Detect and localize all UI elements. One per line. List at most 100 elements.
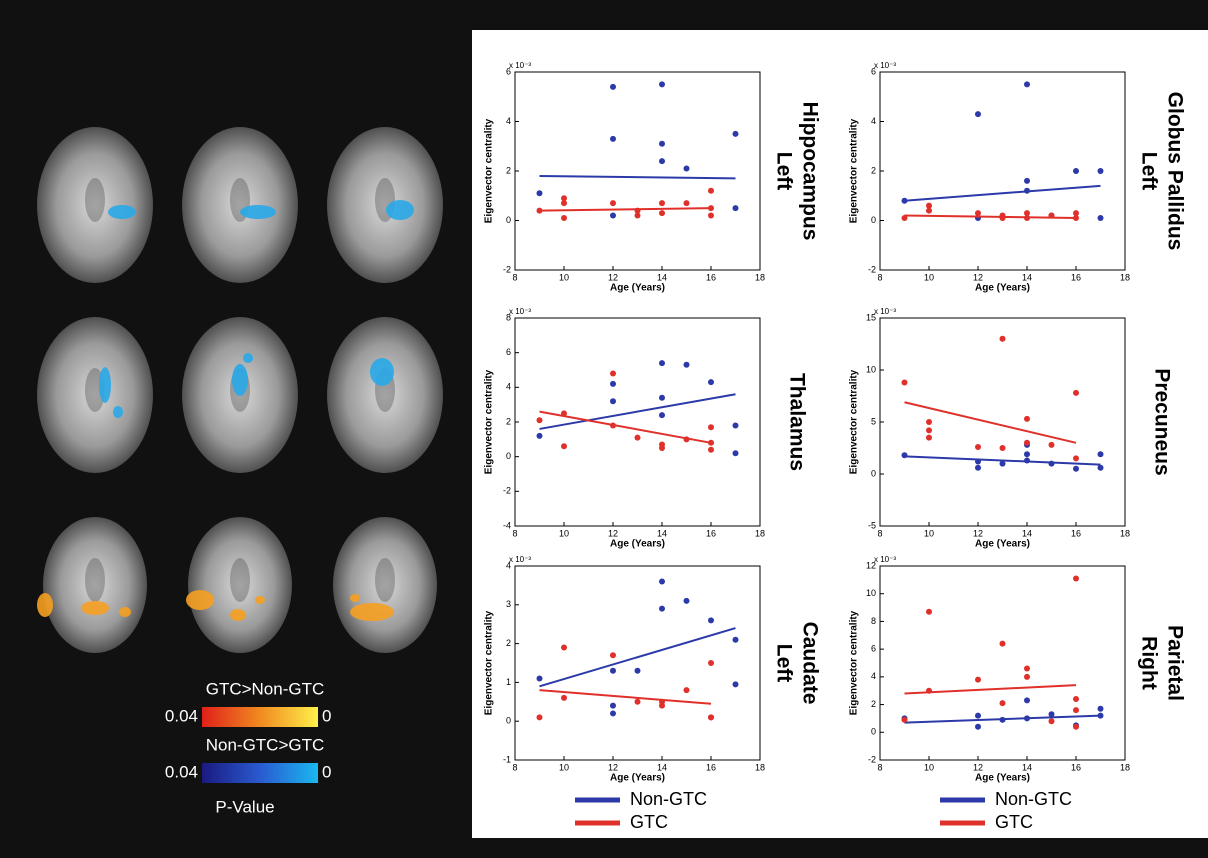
y-tick-label: 1 bbox=[506, 677, 511, 687]
activation-blob bbox=[232, 364, 248, 396]
y-tick-label: 0 bbox=[871, 215, 876, 225]
data-point bbox=[708, 660, 714, 666]
x-tick-label: 14 bbox=[657, 528, 667, 538]
data-point bbox=[1073, 210, 1079, 217]
x-axis-label: Age (Years) bbox=[610, 773, 665, 784]
data-point bbox=[999, 640, 1006, 647]
data-point bbox=[975, 443, 981, 450]
x-tick-label: 12 bbox=[608, 528, 618, 538]
brain-slice bbox=[37, 127, 153, 283]
activation-blob bbox=[240, 205, 276, 219]
data-point bbox=[732, 205, 739, 212]
fit-line bbox=[539, 207, 712, 212]
x-tick-label: 10 bbox=[924, 762, 934, 772]
x-tick-label: 8 bbox=[877, 762, 882, 772]
x-tick-label: 8 bbox=[512, 762, 517, 772]
data-point bbox=[1073, 696, 1079, 703]
data-point bbox=[732, 422, 739, 429]
x-tick-label: 16 bbox=[706, 272, 716, 282]
data-point bbox=[1024, 457, 1030, 464]
chart-title: Thalamus bbox=[785, 373, 808, 471]
data-point bbox=[1024, 187, 1030, 194]
brain-slice bbox=[37, 317, 153, 473]
data-point bbox=[634, 212, 641, 219]
data-point bbox=[683, 361, 690, 368]
data-point bbox=[999, 445, 1006, 451]
data-point bbox=[1073, 455, 1079, 462]
colorbar-title: Non-GTC>GTC bbox=[206, 735, 325, 754]
brain-slice bbox=[182, 127, 298, 283]
data-point bbox=[975, 210, 981, 217]
data-point bbox=[1073, 723, 1079, 730]
activation-blob bbox=[119, 607, 131, 617]
data-point bbox=[536, 190, 543, 197]
data-point bbox=[1024, 81, 1030, 88]
data-point bbox=[610, 370, 616, 377]
data-point bbox=[975, 464, 981, 471]
x-tick-label: 16 bbox=[706, 528, 716, 538]
activation-blob bbox=[386, 200, 414, 220]
data-point bbox=[610, 200, 616, 207]
activation-blob bbox=[113, 406, 123, 418]
y-axis-label: Eigenvector centrality bbox=[484, 610, 495, 715]
data-point bbox=[926, 419, 932, 425]
chart-title: Parietal bbox=[1163, 625, 1186, 701]
data-point bbox=[732, 450, 739, 457]
y-tick-label: -2 bbox=[868, 754, 876, 764]
x-tick-label: 10 bbox=[559, 272, 569, 282]
chart-title: Left bbox=[1137, 152, 1160, 191]
brain-ventricle bbox=[375, 558, 395, 602]
data-point bbox=[926, 608, 932, 615]
y-tick-label: 15 bbox=[866, 312, 876, 322]
y-scale-label: x 10⁻³ bbox=[874, 307, 896, 316]
y-axis-label: Eigenvector centrality bbox=[484, 118, 495, 223]
y-tick-label: 10 bbox=[866, 364, 876, 374]
fit-line bbox=[539, 174, 736, 180]
data-point bbox=[634, 434, 641, 441]
data-point bbox=[659, 140, 665, 147]
x-tick-label: 18 bbox=[755, 272, 765, 282]
y-tick-label: 2 bbox=[871, 699, 876, 709]
activation-blob bbox=[243, 353, 253, 363]
x-tick-label: 8 bbox=[877, 272, 882, 282]
x-tick-label: 10 bbox=[559, 528, 569, 538]
activation-blob bbox=[99, 367, 111, 403]
y-axis-label: Eigenvector centrality bbox=[849, 369, 860, 474]
x-tick-label: 18 bbox=[1120, 528, 1130, 538]
data-point bbox=[708, 446, 714, 453]
data-point bbox=[610, 83, 616, 90]
x-tick-label: 14 bbox=[1022, 762, 1032, 772]
x-tick-label: 14 bbox=[657, 762, 667, 772]
data-point bbox=[659, 578, 665, 585]
data-point bbox=[1048, 718, 1055, 725]
data-point bbox=[610, 422, 616, 429]
y-axis-label: Eigenvector centrality bbox=[849, 118, 860, 223]
data-point bbox=[708, 205, 714, 212]
data-point bbox=[536, 432, 543, 439]
x-tick-label: 10 bbox=[559, 762, 569, 772]
data-point bbox=[975, 111, 981, 118]
x-tick-label: 16 bbox=[1071, 762, 1081, 772]
chart-title: Caudate bbox=[798, 622, 821, 705]
data-point bbox=[901, 452, 908, 459]
data-point bbox=[708, 714, 714, 721]
data-point bbox=[999, 460, 1006, 467]
data-point bbox=[926, 434, 932, 441]
x-tick-label: 12 bbox=[608, 272, 618, 282]
data-point bbox=[1097, 464, 1104, 471]
data-point bbox=[659, 412, 665, 419]
fit-line bbox=[904, 401, 1077, 444]
data-point bbox=[1048, 212, 1055, 219]
colorbar-cool bbox=[202, 763, 318, 783]
y-tick-label: 6 bbox=[506, 347, 511, 357]
x-axis-label: Age (Years) bbox=[610, 283, 665, 294]
data-point bbox=[708, 187, 714, 194]
data-point bbox=[1073, 575, 1079, 582]
data-point bbox=[610, 212, 616, 219]
y-tick-label: -2 bbox=[503, 264, 511, 274]
chart-title: Precuneus bbox=[1150, 368, 1173, 475]
data-point bbox=[561, 195, 567, 202]
y-tick-label: 10 bbox=[866, 588, 876, 598]
data-point bbox=[610, 652, 616, 659]
